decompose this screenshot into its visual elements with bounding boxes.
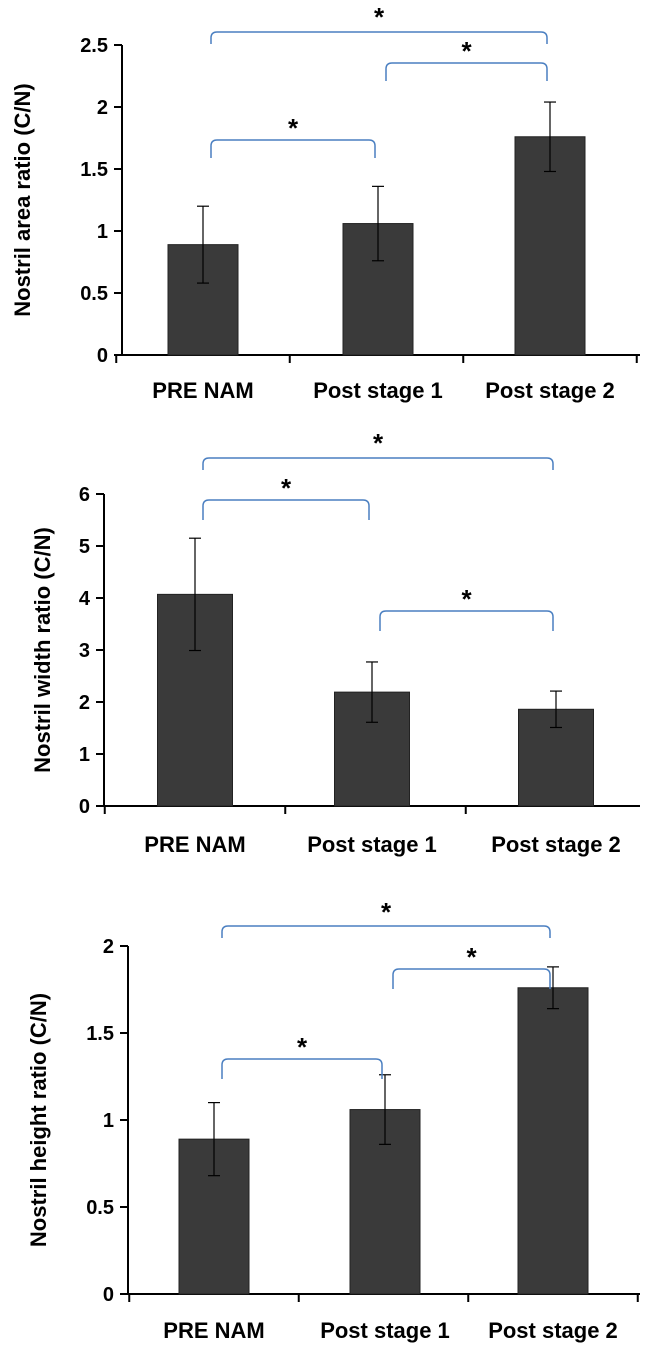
category-label: Post stage 2 bbox=[488, 1318, 618, 1343]
significance-bracket bbox=[385, 62, 548, 81]
chart-area-ratio: 0 0.5 1 1.5 2 2.5 PRE NAM Post stage 1 Post stag… bbox=[10, 2, 640, 403]
significance-star: * bbox=[461, 36, 472, 66]
significance-bracket bbox=[210, 31, 548, 44]
significance-star: * bbox=[374, 2, 385, 32]
category-label: Post stage 2 bbox=[485, 378, 615, 403]
y-axis-title: Nostril area ratio (C/N) bbox=[10, 83, 35, 317]
significance-bracket bbox=[221, 1058, 383, 1079]
y-tick-label: 1.5 bbox=[80, 159, 108, 181]
y-axis-title: Nostril height ratio (C/N) bbox=[26, 993, 51, 1247]
y-tick-label: 0 bbox=[79, 796, 90, 818]
y-tick-label: 0.5 bbox=[80, 283, 108, 305]
significance-star: * bbox=[373, 428, 384, 458]
category-label: PRE NAM bbox=[152, 378, 253, 403]
y-tick-label: 2.5 bbox=[80, 35, 108, 57]
category-label: Post stage 1 bbox=[320, 1318, 450, 1343]
category-label: PRE NAM bbox=[163, 1318, 264, 1343]
y-tick-label: 2 bbox=[79, 692, 90, 714]
significance-bracket bbox=[202, 499, 370, 520]
y-tick-label: 0 bbox=[103, 1284, 114, 1306]
significance-star: * bbox=[461, 584, 472, 614]
category-label: Post stage 1 bbox=[313, 378, 443, 403]
y-tick-label: 0.5 bbox=[86, 1197, 114, 1219]
y-axis-title: Nostril width ratio (C/N) bbox=[30, 527, 55, 773]
category-label: Post stage 1 bbox=[307, 832, 437, 857]
chart-height-ratio: 0 0.5 1 1.5 2 PRE NAM Post stage 1 Post stage 2… bbox=[26, 897, 640, 1343]
category-label: PRE NAM bbox=[144, 832, 245, 857]
significance-star: * bbox=[381, 897, 392, 927]
y-tick-label: 5 bbox=[79, 536, 90, 558]
y-tick-label: 4 bbox=[79, 588, 91, 610]
significance-star: * bbox=[466, 942, 477, 972]
significance-star: * bbox=[297, 1032, 308, 1062]
significance-bracket bbox=[202, 457, 554, 470]
category-label: Post stage 2 bbox=[491, 832, 621, 857]
chart-width-ratio: 0 1 2 3 4 5 6 PRE NAM Post stage 1 Post stage 2 * *… bbox=[30, 428, 640, 857]
y-tick-label: 1 bbox=[97, 221, 108, 243]
y-tick-label: 1 bbox=[79, 744, 90, 766]
significance-bracket bbox=[221, 925, 551, 938]
bar bbox=[517, 987, 589, 1295]
significance-bracket bbox=[379, 610, 554, 631]
y-tick-label: 1.5 bbox=[86, 1023, 114, 1045]
significance-star: * bbox=[288, 113, 299, 143]
significance-bracket bbox=[210, 139, 376, 158]
y-tick-label: 6 bbox=[79, 484, 90, 506]
y-tick-label: 3 bbox=[79, 640, 90, 662]
y-tick-label: 0 bbox=[97, 345, 108, 367]
y-tick-label: 2 bbox=[103, 936, 114, 958]
significance-star: * bbox=[281, 473, 292, 503]
y-tick-label: 2 bbox=[97, 97, 108, 119]
significance-bracket bbox=[392, 968, 551, 989]
y-tick-label: 1 bbox=[103, 1110, 114, 1132]
